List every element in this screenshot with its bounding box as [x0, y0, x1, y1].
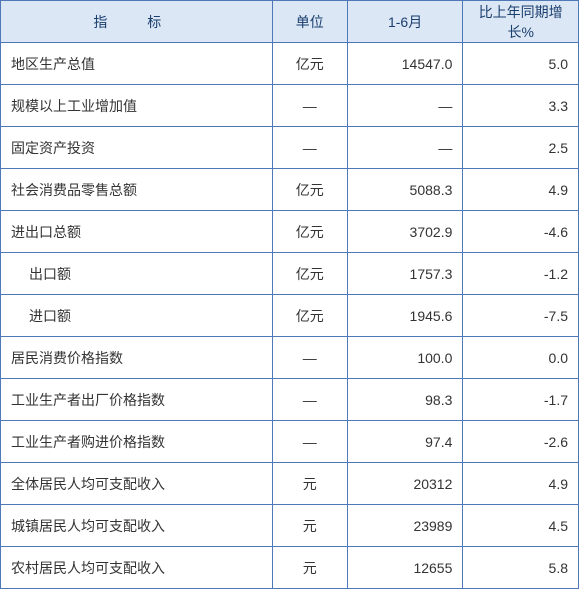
cell-growth: 2.5: [463, 127, 579, 169]
cell-unit: —: [272, 127, 347, 169]
table-row: 农村居民人均可支配收入元126555.8: [1, 547, 579, 589]
cell-growth: -7.5: [463, 295, 579, 337]
cell-unit: —: [272, 337, 347, 379]
header-unit: 单位: [272, 1, 347, 43]
table-row: 进口额亿元1945.6-7.5: [1, 295, 579, 337]
cell-growth: 5.8: [463, 547, 579, 589]
cell-unit: 亿元: [272, 211, 347, 253]
cell-value: 14547.0: [347, 43, 463, 85]
cell-indicator: 农村居民人均可支配收入: [1, 547, 273, 589]
cell-indicator: 社会消费品零售总额: [1, 169, 273, 211]
header-indicator: 指 标: [1, 1, 273, 43]
cell-value: 1757.3: [347, 253, 463, 295]
economic-indicators-table: 指 标 单位 1-6月 比上年同期增长% 地区生产总值亿元14547.05.0规…: [0, 0, 579, 589]
cell-value: 23989: [347, 505, 463, 547]
cell-unit: —: [272, 379, 347, 421]
cell-unit: 元: [272, 463, 347, 505]
cell-growth: -1.2: [463, 253, 579, 295]
cell-growth: 4.9: [463, 169, 579, 211]
table-row: 进出口总额亿元3702.9-4.6: [1, 211, 579, 253]
cell-unit: 亿元: [272, 169, 347, 211]
table-row: 规模以上工业增加值——3.3: [1, 85, 579, 127]
cell-growth: 3.3: [463, 85, 579, 127]
header-growth: 比上年同期增长%: [463, 1, 579, 43]
cell-indicator: 城镇居民人均可支配收入: [1, 505, 273, 547]
table-header: 指 标 单位 1-6月 比上年同期增长%: [1, 1, 579, 43]
table-row: 社会消费品零售总额亿元5088.34.9: [1, 169, 579, 211]
cell-indicator: 地区生产总值: [1, 43, 273, 85]
table-row: 工业生产者出厂价格指数—98.3-1.7: [1, 379, 579, 421]
cell-unit: 亿元: [272, 43, 347, 85]
cell-growth: -2.6: [463, 421, 579, 463]
data-table: 指 标 单位 1-6月 比上年同期增长% 地区生产总值亿元14547.05.0规…: [0, 0, 579, 589]
cell-value: 100.0: [347, 337, 463, 379]
table-row: 居民消费价格指数—100.00.0: [1, 337, 579, 379]
header-value: 1-6月: [347, 1, 463, 43]
table-row: 地区生产总值亿元14547.05.0: [1, 43, 579, 85]
table-row: 城镇居民人均可支配收入元239894.5: [1, 505, 579, 547]
cell-indicator: 工业生产者出厂价格指数: [1, 379, 273, 421]
cell-unit: 亿元: [272, 295, 347, 337]
cell-growth: -1.7: [463, 379, 579, 421]
cell-growth: 0.0: [463, 337, 579, 379]
cell-indicator: 进口额: [1, 295, 273, 337]
cell-growth: -4.6: [463, 211, 579, 253]
cell-value: —: [347, 85, 463, 127]
cell-indicator: 全体居民人均可支配收入: [1, 463, 273, 505]
cell-growth: 4.9: [463, 463, 579, 505]
cell-value: 20312: [347, 463, 463, 505]
table-body: 地区生产总值亿元14547.05.0规模以上工业增加值——3.3固定资产投资——…: [1, 43, 579, 589]
table-row: 固定资产投资——2.5: [1, 127, 579, 169]
cell-value: 97.4: [347, 421, 463, 463]
cell-value: 1945.6: [347, 295, 463, 337]
cell-value: 5088.3: [347, 169, 463, 211]
cell-indicator: 出口额: [1, 253, 273, 295]
cell-indicator: 规模以上工业增加值: [1, 85, 273, 127]
table-row: 全体居民人均可支配收入元203124.9: [1, 463, 579, 505]
cell-indicator: 进出口总额: [1, 211, 273, 253]
table-row: 出口额亿元1757.3-1.2: [1, 253, 579, 295]
cell-unit: 元: [272, 547, 347, 589]
cell-growth: 4.5: [463, 505, 579, 547]
cell-growth: 5.0: [463, 43, 579, 85]
cell-value: 98.3: [347, 379, 463, 421]
cell-value: —: [347, 127, 463, 169]
header-row: 指 标 单位 1-6月 比上年同期增长%: [1, 1, 579, 43]
table-row: 工业生产者购进价格指数—97.4-2.6: [1, 421, 579, 463]
cell-unit: —: [272, 85, 347, 127]
cell-unit: 元: [272, 505, 347, 547]
cell-indicator: 工业生产者购进价格指数: [1, 421, 273, 463]
cell-unit: —: [272, 421, 347, 463]
cell-indicator: 固定资产投资: [1, 127, 273, 169]
cell-unit: 亿元: [272, 253, 347, 295]
cell-value: 12655: [347, 547, 463, 589]
cell-value: 3702.9: [347, 211, 463, 253]
cell-indicator: 居民消费价格指数: [1, 337, 273, 379]
